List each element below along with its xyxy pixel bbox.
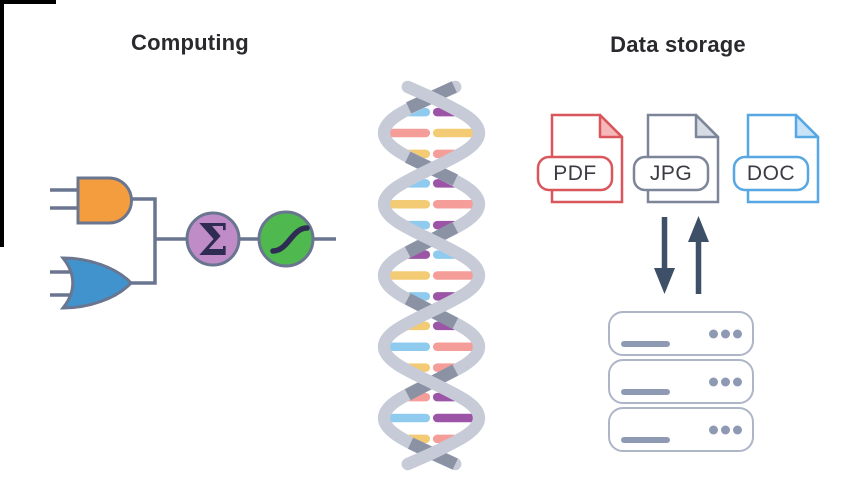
server-rack [608,407,754,452]
neural-logic-diagram: Σ [50,176,336,310]
border-artifact-left [0,0,4,247]
server-bar [621,341,670,347]
folded-corner [794,113,820,139]
server-bar [621,389,670,395]
server-dots-icon [709,425,742,434]
up-arrow-icon [688,216,709,294]
server-bar [621,437,670,443]
folded-corner [598,113,624,139]
transfer-arrows [654,216,709,294]
file-label: PDF [553,162,597,185]
folded-corner [694,113,720,139]
or-gate-icon [59,256,134,310]
file-label-box [732,155,810,192]
file-label-box [632,155,710,192]
or-output-wire [131,239,157,285]
dna-strand-back [377,80,486,471]
file-label-box [536,155,614,192]
sum-symbol: Σ [197,215,228,266]
border-artifact-top [0,0,56,4]
server-dots-icon [709,377,742,386]
file-icon-jpg: JPG [632,113,720,204]
storage-title: Data storage [610,32,746,57]
server-stack [608,311,754,455]
file-icon-pdf: PDF [536,113,624,204]
file-icon-doc: DOC [732,113,820,204]
summation-node [185,211,241,267]
server-rack [608,359,754,404]
server-dots-icon [709,329,742,338]
file-label: DOC [747,162,795,185]
and-gate-icon [76,176,133,225]
dna-strand-front [377,80,486,471]
down-arrow-icon [654,217,675,294]
server-rack [608,311,754,356]
computing-title: Computing [131,30,249,55]
file-label: JPG [650,162,692,185]
sigmoid-curve-icon [270,225,310,254]
dna-helix-icon [377,80,486,471]
activation-node [257,210,315,268]
and-output-wire [131,197,157,239]
